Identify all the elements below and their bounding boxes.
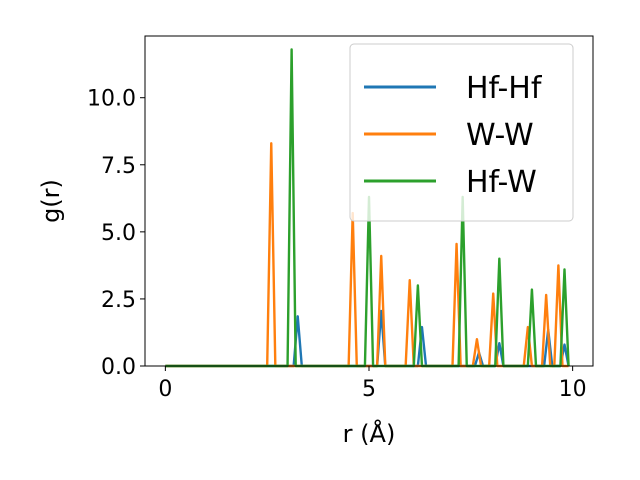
y-tick-label: 10.0 xyxy=(87,87,136,112)
y-axis-label: g(r) xyxy=(37,179,65,223)
x-tick-label: 0 xyxy=(158,377,172,402)
y-tick-label: 7.5 xyxy=(101,154,136,179)
x-axis-label: r (Å) xyxy=(343,419,396,448)
legend-label-w-w: W-W xyxy=(466,118,534,153)
ticks-layer: 0 5 10 0.0 2.5 5.0 7.5 10.0 xyxy=(87,87,587,402)
y-tick-label: 5.0 xyxy=(101,221,136,246)
legend: Hf-Hf W-W Hf-W xyxy=(349,43,574,222)
y-tick-label: 2.5 xyxy=(101,288,136,313)
legend-label-hf-hf: Hf-Hf xyxy=(466,71,543,106)
x-tick-label: 10 xyxy=(559,377,587,402)
y-tick-label: 0.0 xyxy=(101,355,136,380)
x-tick-label: 5 xyxy=(362,377,376,402)
legend-label-hf-w: Hf-W xyxy=(466,165,537,200)
